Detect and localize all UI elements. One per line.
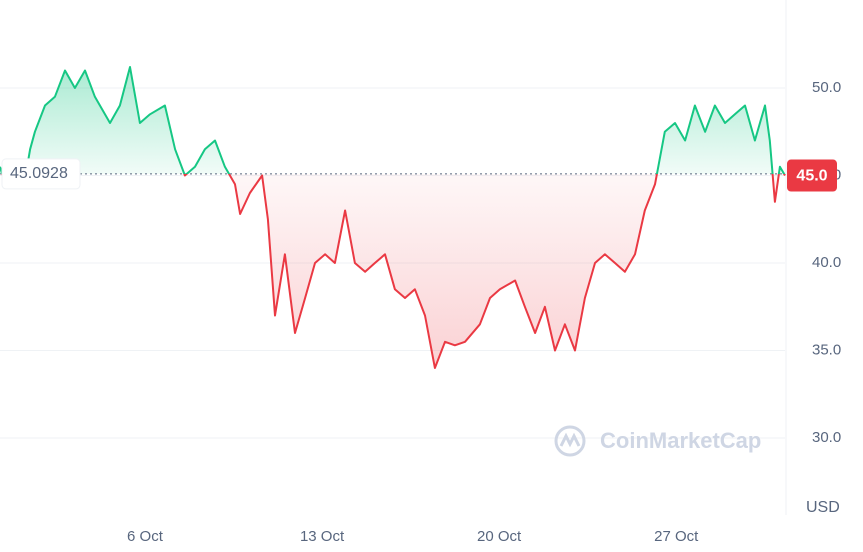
watermark: CoinMarketCap [600, 428, 761, 453]
x-tick-label: 6 Oct [127, 528, 164, 545]
baseline-label-box: 45.0928 [1, 158, 81, 190]
y-tick-label: 35.0 [812, 341, 841, 358]
y-tick-label: 40.0 [812, 254, 841, 271]
baseline-label: 45.0928 [10, 165, 68, 182]
x-tick-label: 13 Oct [300, 528, 345, 545]
watermark-logo [554, 425, 586, 457]
current-price-badge [787, 159, 837, 192]
y-tick-label: 50.0 [812, 79, 841, 96]
baseline-label-bg [1, 158, 81, 190]
x-tick-label: 27 Oct [654, 528, 699, 545]
x-tick-label: 20 Oct [477, 528, 522, 545]
current-price-label: 45.0 [796, 168, 827, 185]
y-tick-label: 30.0 [812, 429, 841, 446]
price-line [0, 66, 786, 369]
currency-label: USD [806, 499, 840, 516]
price-area [0, 67, 785, 368]
